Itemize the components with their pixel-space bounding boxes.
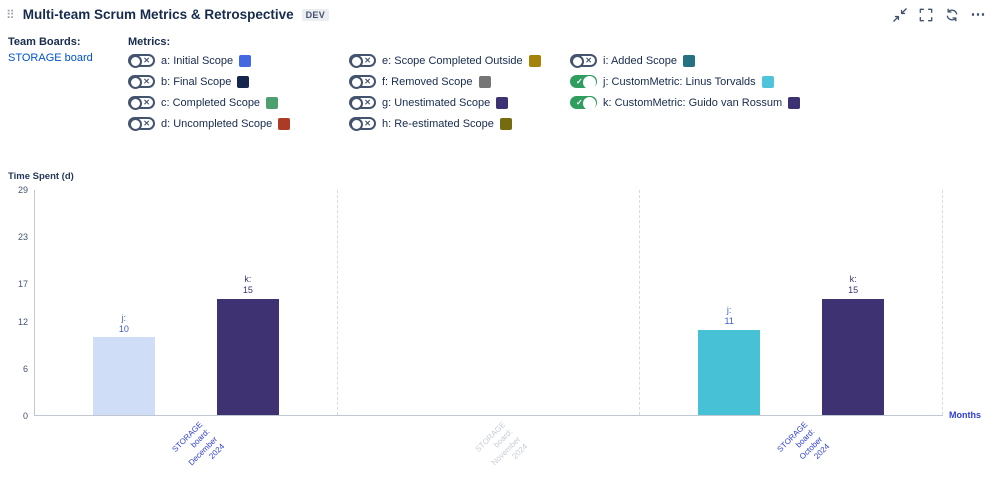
metric-toggle-i[interactable]	[570, 54, 597, 68]
chart-group-december-2024: j: 10 k: 15 STORAGE board: December 2024	[35, 190, 338, 467]
metric-label-i: i: Added Scope	[603, 54, 678, 67]
metric-toggle-a[interactable]	[128, 54, 155, 68]
metric-row-k: k: CustomMetric: Guido van Rossum	[570, 95, 801, 110]
metric-label-c: c: Completed Scope	[161, 96, 261, 109]
metric-row-f: f: Removed Scope	[349, 74, 570, 89]
bar-group: j: 10 k: 15	[35, 190, 337, 415]
metric-color-swatch-f	[478, 75, 491, 88]
y-tick-label: 17	[17, 278, 28, 289]
metric-row-b: b: Final Scope	[128, 74, 349, 89]
metric-row-a: a: Initial Scope	[128, 53, 349, 68]
metric-toggle-g[interactable]	[349, 96, 376, 110]
metric-row-c: c: Completed Scope	[128, 95, 349, 110]
bar-value-label: k: 15	[848, 274, 859, 295]
collapse-icon[interactable]	[891, 6, 909, 24]
env-badge: DEV	[301, 8, 330, 21]
metric-color-swatch-j	[761, 75, 774, 88]
metric-row-d: d: Uncompleted Scope	[128, 116, 349, 131]
metrics-section: Metrics: a: Initial Scope b: Final Scope…	[128, 36, 801, 131]
metric-toggle-d[interactable]	[128, 117, 155, 131]
metric-toggle-h[interactable]	[349, 117, 376, 131]
plot-area: j: 10 k: 15 STORAGE board: December 2024 …	[34, 190, 981, 467]
plot-row: 0 6 12 17 23 29 j: 10 k: 15 STORAGE board: Dec…	[8, 185, 999, 467]
chart-group-october-2024: j: 11 k: 15 STORAGE board: October 2024	[640, 190, 944, 461]
y-tick-label: 29	[17, 185, 28, 195]
controls-panel: Team Boards: STORAGE board Metrics: a: I…	[8, 36, 999, 131]
bar-j[interactable]: j: 10	[92, 190, 155, 415]
widget-header: ⠿ Multi-team Scrum Metrics & Retrospecti…	[0, 0, 999, 26]
metric-toggle-j[interactable]	[570, 75, 597, 89]
metric-row-j: j: CustomMetric: Linus Torvalds	[570, 74, 791, 89]
metrics-label: Metrics:	[128, 36, 171, 48]
metric-color-swatch-c	[266, 96, 279, 109]
metrics-column-1: a: Initial Scope b: Final Scope c: Compl…	[128, 53, 349, 131]
metric-label-e: e: Scope Completed Outside	[382, 54, 523, 67]
metric-toggle-b[interactable]	[128, 75, 155, 89]
metrics-column-3: i: Added Scope j: CustomMetric: Linus To…	[570, 53, 801, 131]
metric-toggle-e[interactable]	[349, 54, 376, 68]
team-boards-section: Team Boards: STORAGE board	[8, 36, 128, 131]
bar-rect	[822, 298, 885, 415]
metric-label-a: a: Initial Scope	[161, 54, 234, 67]
bar-j[interactable]: j: 11	[698, 190, 761, 415]
chart-area: Time Spent (d) 0 6 12 17 23 29 j: 10 k: 15 STO…	[0, 171, 999, 467]
metric-row-h: h: Re-estimated Scope	[349, 116, 570, 131]
metric-color-swatch-h	[499, 117, 512, 130]
x-tick-label-december-2024: STORAGE board: December 2024	[170, 420, 227, 468]
metric-color-swatch-k	[788, 96, 801, 109]
metric-label-d: d: Uncompleted Scope	[161, 117, 273, 130]
bar-group: j: 11 k: 15	[640, 190, 942, 415]
more-menu-icon[interactable]: ⋯	[970, 5, 986, 23]
bar-k[interactable]: k: 15	[822, 190, 885, 415]
team-boards-label: Team Boards:	[8, 36, 81, 48]
metric-color-swatch-e	[528, 54, 541, 67]
bar-rect	[698, 329, 761, 415]
chart-group-november-2024: STORAGE board: November 2024	[338, 190, 641, 467]
bar-rect	[216, 298, 279, 415]
metric-color-swatch-a	[239, 54, 252, 67]
metric-label-f: f: Removed Scope	[382, 75, 473, 88]
metric-label-h: h: Re-estimated Scope	[382, 117, 494, 130]
bar-value-label: k: 15	[242, 274, 253, 295]
refresh-icon[interactable]	[943, 6, 961, 24]
metric-color-swatch-i	[683, 54, 696, 67]
drag-handle-icon[interactable]: ⠿	[6, 7, 15, 22]
metrics-grid: a: Initial Scope b: Final Scope c: Compl…	[128, 53, 801, 131]
metric-color-swatch-g	[496, 96, 509, 109]
x-axis-title: Months	[949, 410, 981, 420]
bar-value-label: j: 10	[118, 312, 129, 334]
x-tick-label-november-2024: STORAGE board: November 2024	[472, 420, 529, 468]
metric-row-e: e: Scope Completed Outside	[349, 53, 570, 68]
metrics-column-2: e: Scope Completed Outside f: Removed Sc…	[349, 53, 570, 131]
metric-label-g: g: Unestimated Scope	[382, 96, 491, 109]
metric-row-i: i: Added Scope	[570, 53, 791, 68]
bar-k[interactable]: k: 15	[216, 190, 279, 415]
metric-toggle-f[interactable]	[349, 75, 376, 89]
y-tick-label: 0	[22, 411, 28, 421]
metric-toggle-k[interactable]	[570, 96, 597, 110]
y-tick-label: 12	[17, 317, 28, 328]
x-tick-label-october-2024: STORAGE board: October 2024	[775, 420, 832, 462]
fullscreen-icon[interactable]	[917, 6, 935, 24]
metric-label-j: j: CustomMetric: Linus Torvalds	[603, 75, 756, 88]
storage-board-link[interactable]: STORAGE board	[8, 52, 93, 64]
bar-value-label: j: 11	[724, 305, 734, 326]
metric-color-swatch-b	[237, 75, 250, 88]
widget-title: Multi-team Scrum Metrics & Retrospective	[22, 7, 294, 22]
metric-toggle-c[interactable]	[128, 96, 155, 110]
metric-row-g: g: Unestimated Scope	[349, 95, 570, 110]
y-axis-ticks: 0 6 12 17 23 29	[8, 185, 34, 421]
metric-color-swatch-d	[278, 117, 291, 130]
bar-group	[338, 190, 640, 415]
y-axis-title: Time Spent (d)	[8, 171, 74, 182]
bar-rect	[92, 337, 155, 415]
y-tick-label: 6	[22, 364, 28, 375]
y-tick-label: 23	[17, 231, 28, 242]
metric-label-b: b: Final Scope	[161, 75, 232, 88]
metric-label-k: k: CustomMetric: Guido van Rossum	[603, 96, 783, 109]
